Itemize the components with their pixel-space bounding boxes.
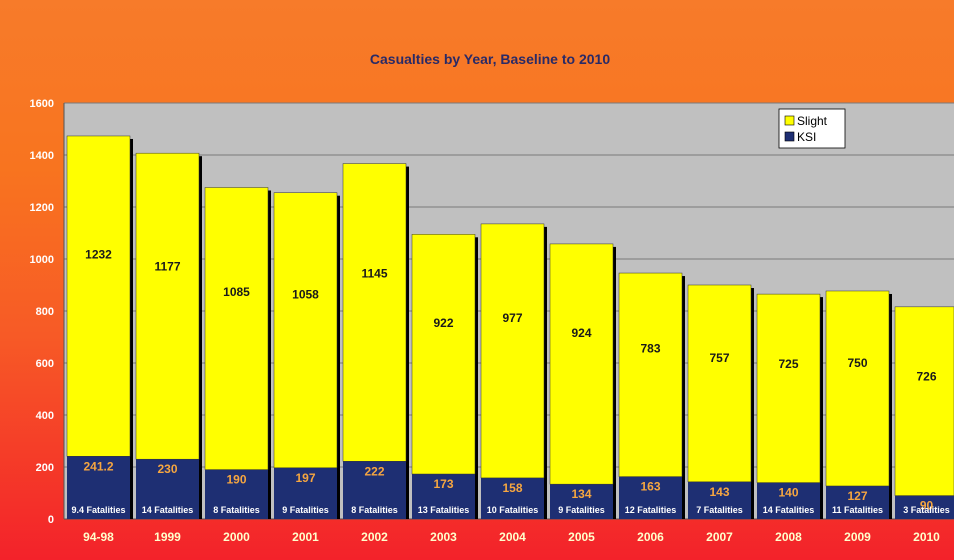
x-tick-label: 2003 [430, 530, 457, 544]
fatalities-annotation: 8 Fatalities [213, 505, 260, 515]
x-tick-label: 2010 [913, 530, 940, 544]
bars: 1232 241.2 9.4 Fatalities 1177 230 14 Fatalit… [66, 135, 954, 520]
fatalities-annotation: 8 Fatalities [351, 505, 398, 515]
fatalities-annotation: 9 Fatalities [282, 505, 329, 515]
fatalities-annotation: 13 Fatalities [418, 505, 470, 515]
fatalities-annotation: 10 Fatalities [487, 505, 539, 515]
bar-ksi [67, 456, 130, 519]
fatalities-annotation: 14 Fatalities [763, 505, 815, 515]
bar-ksi [826, 485, 889, 519]
slight-value-label: 1145 [361, 267, 387, 281]
ksi-value-label: 190 [226, 473, 246, 487]
fatalities-annotation: 12 Fatalities [625, 505, 677, 515]
slight-value-label: 726 [916, 370, 936, 384]
bar-ksi [895, 495, 954, 519]
slight-value-label: 1085 [223, 285, 250, 299]
fatalities-annotation: 7 Fatalities [696, 505, 743, 515]
bar-ksi [274, 467, 337, 519]
x-axis-tick-labels: 94-98 1999 2000 2001 2002 2003 2004 2005 2006 200… [83, 530, 940, 544]
x-tick-label: 2009 [844, 530, 871, 544]
bar-slight [894, 306, 954, 496]
ksi-value-label: 197 [295, 471, 315, 485]
bar-ksi [343, 461, 406, 519]
ksi-value-label: 127 [847, 489, 867, 503]
bar-ksi [550, 484, 613, 519]
y-axis-tick-labels: 0 200 400 600 800 1000 1200 1400 1600 [30, 98, 54, 526]
bar-ksi [481, 477, 544, 519]
slight-value-label: 1232 [85, 247, 112, 261]
x-tick-label: 2000 [223, 530, 250, 544]
legend-label-slight: Slight [797, 114, 828, 128]
y-tick-label: 0 [48, 514, 54, 526]
slight-value-label: 783 [640, 341, 660, 355]
fatalities-annotation: 3 Fatalities [903, 505, 950, 515]
slight-value-label: 1058 [292, 287, 319, 301]
y-tick-label: 1000 [30, 254, 54, 266]
bar-slight [204, 187, 269, 470]
fatalities-annotation: 9.4 Fatalities [71, 505, 125, 515]
ksi-value-label: 241.2 [83, 459, 113, 473]
x-tick-label: 2006 [637, 530, 664, 544]
x-tick-label: 2001 [292, 530, 319, 544]
y-tick-label: 800 [36, 306, 54, 318]
bar-slight [756, 293, 821, 483]
slight-value-label: 924 [571, 326, 591, 340]
ksi-value-label: 163 [640, 480, 660, 494]
chart-title: Casualties by Year, Baseline to 2010 [370, 51, 610, 67]
fatalities-annotation: 9 Fatalities [558, 505, 605, 515]
ksi-value-label: 173 [433, 477, 453, 491]
bar-ksi [688, 481, 751, 519]
bar-slight [411, 234, 476, 475]
bar-slight [549, 243, 614, 485]
legend-swatch-slight [784, 115, 795, 126]
y-tick-label: 600 [36, 358, 54, 370]
ksi-value-label: 134 [571, 487, 591, 501]
slight-value-label: 725 [778, 357, 798, 371]
legend-box [778, 108, 846, 149]
legend-label-ksi: KSI [797, 130, 816, 144]
bar-slight [66, 135, 131, 457]
bar-ksi [619, 476, 682, 519]
chart-legend: Slight KSI [778, 108, 846, 149]
ksi-value-label: 90 [920, 499, 934, 513]
slight-value-label: 750 [847, 356, 867, 370]
bar-slight [825, 290, 890, 487]
ksi-value-label: 143 [709, 485, 729, 499]
x-tick-label: 2008 [775, 530, 802, 544]
y-tick-label: 1400 [30, 150, 54, 162]
slight-value-label: 757 [709, 351, 729, 365]
bar-slight [342, 163, 407, 462]
bar-ksi [757, 482, 820, 519]
bar-slight [135, 152, 200, 460]
slight-value-label: 922 [433, 316, 453, 330]
x-tick-label: 94-98 [83, 530, 114, 544]
bar-slight [618, 272, 683, 477]
y-tick-label: 400 [36, 410, 54, 422]
ksi-value-label: 158 [502, 481, 522, 495]
x-tick-label: 2005 [568, 530, 595, 544]
fatalities-annotation: 14 Fatalities [142, 505, 194, 515]
slight-value-label: 977 [502, 311, 522, 325]
legend-swatch-ksi [784, 131, 795, 142]
bar-slight [273, 192, 338, 469]
y-tick-label: 1600 [30, 98, 54, 110]
bar-ksi [205, 469, 268, 519]
ksi-value-label: 222 [364, 464, 384, 478]
ksi-value-label: 140 [778, 486, 798, 500]
x-tick-label: 2002 [361, 530, 388, 544]
bar-ksi [412, 474, 475, 519]
y-tick-label: 1200 [30, 202, 54, 214]
bar-slight [480, 223, 545, 479]
y-tick-label: 200 [36, 462, 54, 474]
x-tick-label: 2004 [499, 530, 526, 544]
x-tick-label: 2007 [706, 530, 733, 544]
bar-slight [687, 284, 752, 483]
slight-value-label: 1177 [154, 259, 180, 273]
ksi-value-label: 230 [157, 462, 177, 476]
x-tick-label: 1999 [154, 530, 181, 544]
fatalities-annotation: 11 Fatalities [832, 505, 883, 515]
bar-ksi [136, 459, 199, 519]
